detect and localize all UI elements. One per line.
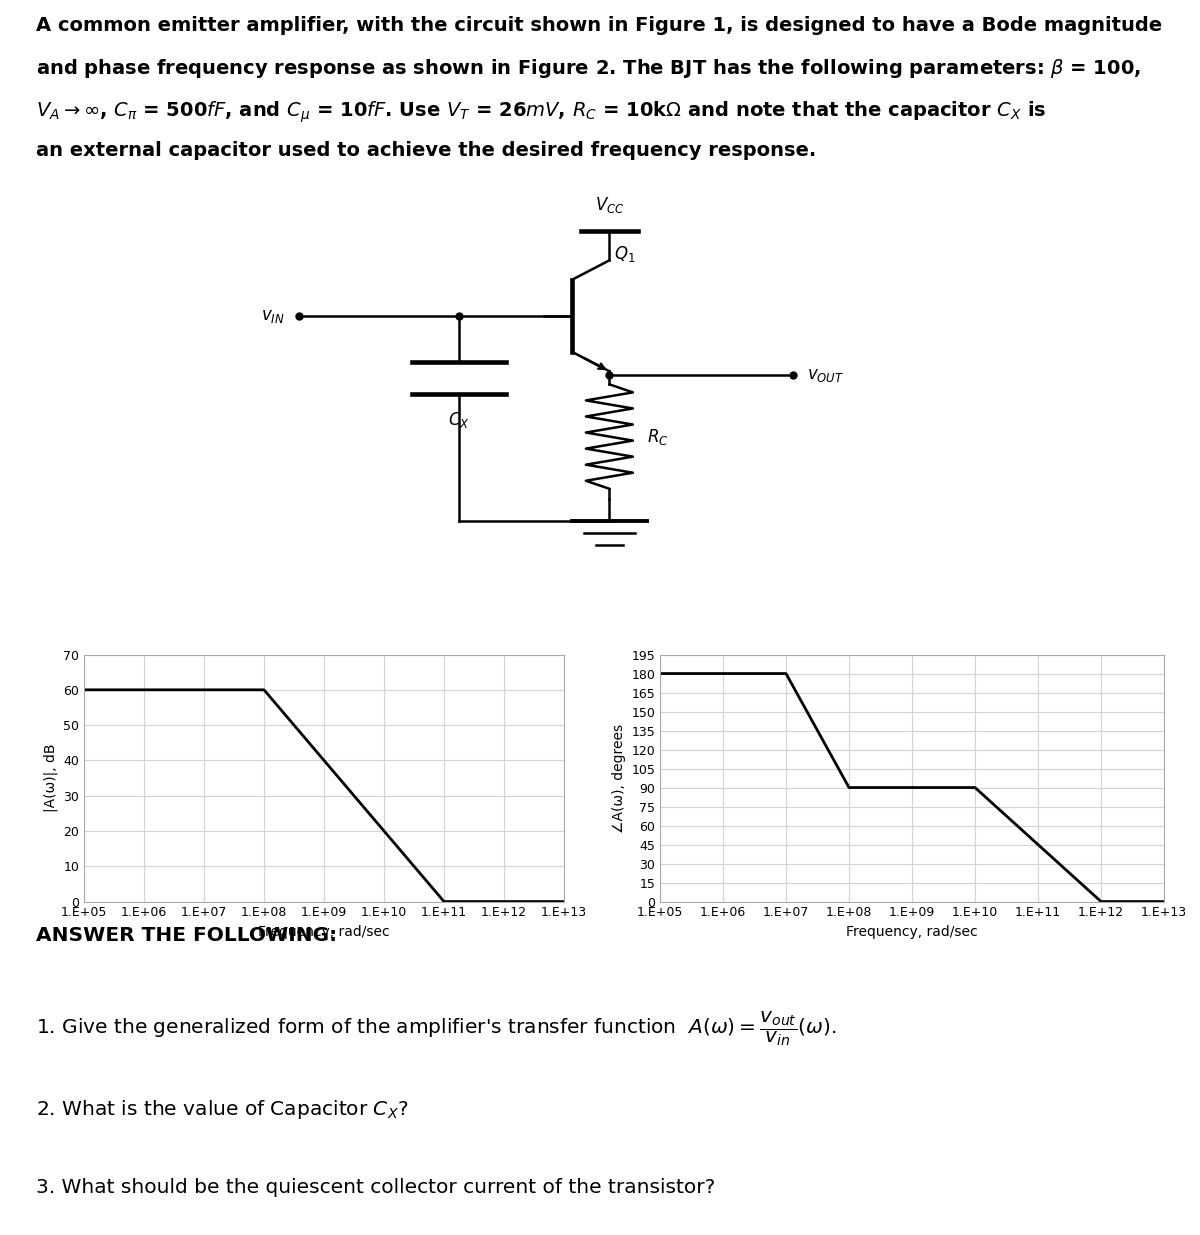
Y-axis label: ∠A(ω), degrees: ∠A(ω), degrees <box>612 724 625 832</box>
Y-axis label: |A(ω)|, dB: |A(ω)|, dB <box>43 743 58 813</box>
Text: $v_{IN}$: $v_{IN}$ <box>262 306 286 325</box>
Text: $V_{CC}$: $V_{CC}$ <box>595 195 624 215</box>
Text: $v_{OUT}$: $v_{OUT}$ <box>806 366 844 384</box>
Text: $V_A \rightarrow \infty$, $C_\pi$ = 500$fF$, and $C_\mu$ = 10$fF$. Use $V_T$ = 2: $V_A \rightarrow \infty$, $C_\pi$ = 500$… <box>36 99 1046 125</box>
Text: 2. What is the value of Capacitor $C_X$?: 2. What is the value of Capacitor $C_X$? <box>36 1098 408 1121</box>
Text: $Q_1$: $Q_1$ <box>614 243 636 263</box>
Text: A common emitter amplifier, with the circuit shown in Figure 1, is designed to h: A common emitter amplifier, with the cir… <box>36 16 1162 35</box>
Text: an external capacitor used to achieve the desired frequency response.: an external capacitor used to achieve th… <box>36 141 816 159</box>
Text: $R_C$: $R_C$ <box>647 426 668 447</box>
Text: ANSWER THE FOLLOWING:: ANSWER THE FOLLOWING: <box>36 926 337 945</box>
X-axis label: Frequency, rad/sec: Frequency, rad/sec <box>258 925 390 939</box>
Text: 3. What should be the quiescent collector current of the transistor?: 3. What should be the quiescent collecto… <box>36 1178 715 1197</box>
Text: and phase frequency response as shown in Figure 2. The BJT has the following par: and phase frequency response as shown in… <box>36 57 1141 80</box>
Text: $C_X$: $C_X$ <box>448 410 470 431</box>
Text: 1. Give the generalized form of the amplifier's transfer function  $A(\omega) = : 1. Give the generalized form of the ampl… <box>36 1009 836 1049</box>
X-axis label: Frequency, rad/sec: Frequency, rad/sec <box>846 925 978 939</box>
